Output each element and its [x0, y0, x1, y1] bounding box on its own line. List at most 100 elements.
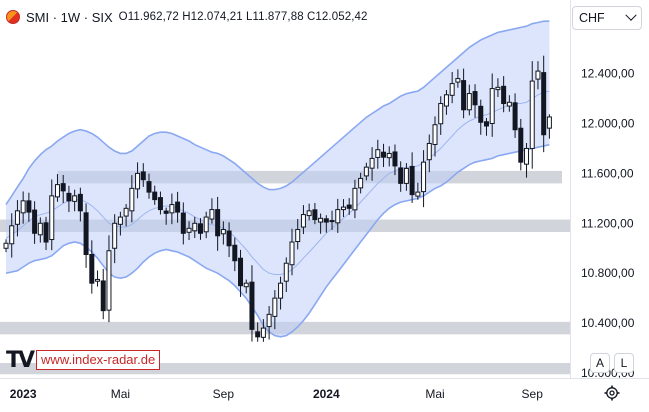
- price-tick-label: 11.200,00: [581, 216, 634, 230]
- tradingview-logo-icon: TV: [6, 347, 35, 373]
- symbol-title[interactable]: SMI · 1W · SIX: [26, 9, 113, 25]
- candle-body: [346, 204, 352, 209]
- candle-body: [146, 181, 152, 193]
- time-axis[interactable]: 2023 Mai Sep 2024 Mai Sep: [0, 378, 649, 406]
- candle-body: [518, 127, 524, 163]
- candle-body: [203, 216, 209, 233]
- price-tick-label: 12.000,00: [581, 117, 635, 131]
- candle-body: [501, 85, 507, 105]
- candle-body: [117, 216, 123, 225]
- candle-body: [478, 105, 484, 123]
- candle-body: [3, 242, 9, 249]
- candle-body: [386, 152, 392, 159]
- candle-body: [392, 151, 398, 167]
- candle-body: [278, 282, 284, 299]
- candle-body: [529, 80, 535, 149]
- candle-body: [426, 142, 432, 161]
- log-scale-button[interactable]: L: [614, 353, 634, 373]
- candle-body: [54, 184, 60, 198]
- candle-body: [255, 331, 261, 338]
- candle-body: [95, 278, 101, 282]
- candle-body: [432, 124, 438, 145]
- watermark: TV www.index-radar.de: [6, 345, 161, 375]
- candle-body: [89, 253, 95, 284]
- candle-body: [340, 206, 346, 211]
- watermark-url: www.index-radar.de: [36, 350, 161, 370]
- candle-body: [352, 187, 358, 211]
- candle-body: [20, 200, 26, 214]
- candle-body: [272, 297, 278, 317]
- currency-label: CHF: [579, 11, 605, 25]
- time-tick-label: Sep: [213, 387, 235, 401]
- candle-body: [455, 78, 461, 83]
- candle-body: [335, 209, 341, 224]
- low-value: 11.877,88: [252, 11, 304, 23]
- candle-body: [449, 83, 455, 96]
- candle-body: [398, 167, 404, 184]
- candle-body: [363, 166, 369, 177]
- candle-body: [43, 222, 49, 243]
- candle-body: [49, 195, 55, 241]
- candle-body: [295, 229, 301, 243]
- chevron-down-icon: [625, 9, 637, 21]
- candle-body: [32, 209, 38, 234]
- candle-body: [403, 167, 409, 184]
- time-tick-label: Mai: [111, 387, 130, 401]
- high-value: 12.074,21: [190, 11, 243, 23]
- open-label: O: [118, 11, 128, 23]
- price-tick-label: 10.800,00: [581, 266, 635, 280]
- price-tick-label: 10.400,00: [581, 316, 635, 330]
- candle-body: [9, 225, 15, 245]
- auto-scale-button[interactable]: A: [590, 353, 610, 373]
- candle-body: [157, 197, 163, 211]
- price-axis[interactable]: 12.800,0012.400,0012.000,0011.600,0011.2…: [570, 0, 649, 380]
- candle-body: [232, 244, 238, 262]
- candle-body: [483, 121, 489, 127]
- candle-body: [152, 191, 158, 201]
- candle-body: [215, 209, 221, 237]
- candle-body: [135, 172, 141, 190]
- candle-body: [461, 80, 467, 111]
- price-axis-labels: 12.800,0012.400,0012.000,0011.600,0011.2…: [581, 17, 635, 380]
- bollinger-upper-line: [5, 20, 550, 206]
- price-chart[interactable]: [0, 0, 570, 378]
- candle-body: [306, 210, 312, 217]
- candle-body: [472, 91, 478, 106]
- candle-body: [169, 204, 175, 214]
- candle-body: [226, 230, 232, 247]
- candle-body: [220, 229, 226, 235]
- candle-body: [466, 93, 472, 111]
- candle-body: [323, 218, 329, 223]
- high-label: H: [182, 11, 191, 23]
- candle-body: [140, 171, 146, 181]
- settings-gear-icon[interactable]: [604, 385, 620, 401]
- candle-body: [541, 72, 547, 136]
- candle-body: [180, 212, 186, 234]
- candle-body: [129, 187, 135, 212]
- bollinger-lower-line: [5, 143, 550, 338]
- open-value: 11.962,72: [127, 11, 179, 23]
- currency-selector[interactable]: CHF: [572, 6, 642, 30]
- smi-logo-icon: [6, 10, 20, 24]
- candle-body: [300, 214, 306, 228]
- candle-body: [209, 209, 215, 220]
- price-tick-label: 11.600,00: [581, 166, 634, 180]
- candle-body: [443, 94, 449, 107]
- candle-body: [243, 282, 249, 288]
- time-tick-label: Sep: [522, 387, 544, 401]
- close-label: C: [307, 11, 316, 23]
- candle-body: [37, 222, 43, 236]
- bollinger-fill: [6, 21, 550, 337]
- bollinger-bands: [5, 20, 550, 338]
- candle-body: [60, 183, 66, 192]
- candle-body: [358, 177, 364, 189]
- candle-body: [329, 220, 335, 223]
- candle-body: [192, 222, 198, 232]
- candles: [3, 55, 552, 342]
- candle-body: [546, 116, 552, 129]
- candle-body: [83, 212, 89, 255]
- low-label: L: [246, 11, 253, 23]
- candle-body: [495, 86, 501, 91]
- candle-body: [266, 313, 272, 328]
- candle-body: [421, 161, 427, 193]
